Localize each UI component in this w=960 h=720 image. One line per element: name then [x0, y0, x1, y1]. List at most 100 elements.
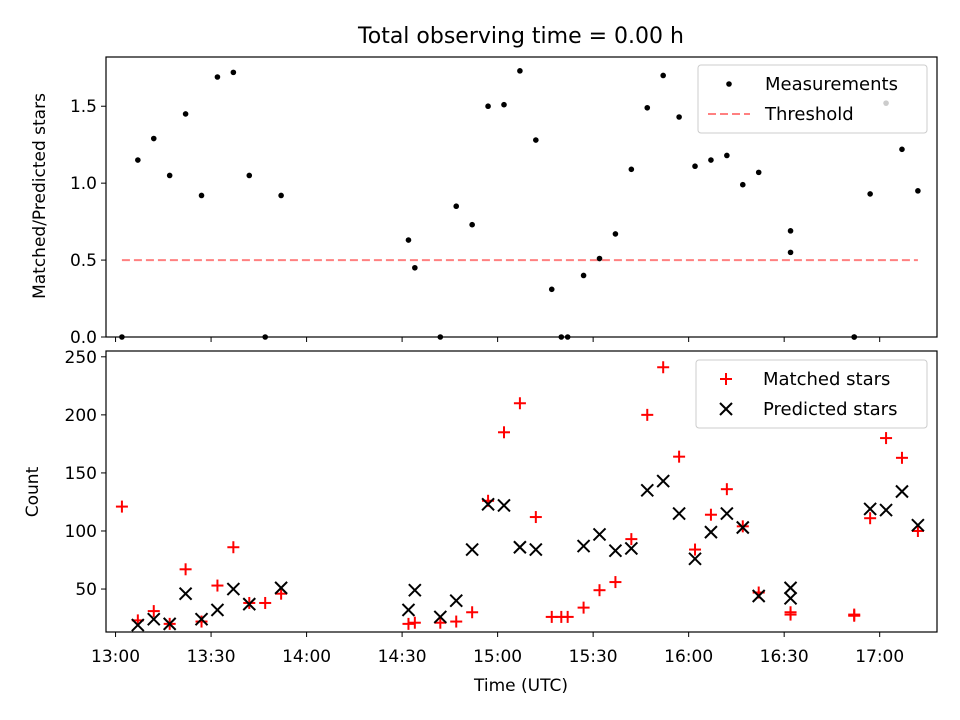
legend-matched-marker — [720, 373, 732, 385]
bottom-y-tick-label: 200 — [65, 406, 97, 426]
matched-star-point — [179, 563, 192, 576]
measurement-point — [517, 68, 523, 74]
measurement-point — [246, 172, 253, 179]
x-tick-label: 13:00 — [91, 647, 140, 667]
measurement-point — [580, 272, 587, 279]
measurement-point — [405, 237, 412, 243]
x-tick-label: 13:30 — [187, 647, 236, 667]
top-legend-box — [697, 64, 928, 134]
predicted-star-point — [911, 518, 925, 532]
top-plot-area — [119, 68, 921, 340]
bottom-y-tick-label: 150 — [65, 464, 97, 484]
measurement-point — [867, 191, 873, 197]
predicted-star-point — [513, 540, 527, 554]
matched-star-point — [895, 451, 908, 464]
predicted-star-point — [656, 474, 670, 488]
matched-star-point — [275, 587, 288, 600]
measurement-point — [899, 146, 905, 153]
matched-star-point — [227, 541, 240, 554]
measurement-point — [485, 103, 491, 110]
measurement-point — [453, 203, 460, 210]
measurement-point — [915, 188, 921, 194]
matched-star-point — [657, 361, 670, 374]
matched-star-point — [704, 508, 717, 521]
measurement-point — [612, 231, 619, 237]
matched-star-point — [259, 596, 272, 609]
x-tick-label: 15:00 — [473, 647, 522, 667]
bottom-xlabel: Time (UTC) — [473, 676, 568, 696]
x-tick-label: 15:30 — [569, 647, 618, 667]
matched-star-point — [577, 601, 590, 614]
legend-measurements-marker — [726, 81, 732, 87]
matched-star-point — [864, 512, 877, 525]
matched-star-point — [609, 576, 622, 589]
matched-star-point — [689, 543, 702, 556]
predicted-star-point — [497, 498, 511, 513]
predicted-star-point — [592, 527, 607, 542]
matched-star-point — [434, 616, 447, 629]
measurement-point — [787, 228, 794, 234]
predicted-star-point — [608, 544, 623, 558]
measurement-point — [724, 152, 730, 159]
top-y-tick-label: 0.5 — [70, 251, 97, 271]
x-tick-label: 16:00 — [664, 647, 713, 667]
matched-star-point — [402, 617, 415, 630]
top-y-tick-label: 1.0 — [70, 174, 97, 194]
predicted-star-point — [529, 542, 543, 557]
x-tick-label: 14:00 — [282, 647, 331, 667]
matched-star-point — [880, 432, 893, 445]
predicted-star-point — [194, 612, 209, 626]
predicted-star-point — [178, 586, 193, 601]
predicted-star-point — [465, 542, 479, 557]
predicted-star-point — [640, 483, 654, 498]
predicted-star-point — [783, 581, 798, 595]
bottom-y-tick-label: 100 — [65, 522, 97, 542]
top-axis-ticks: 0.0 0.5 1.0 1.5 — [70, 97, 881, 348]
matched-star-point — [625, 533, 638, 546]
predicted-star-point — [863, 502, 877, 516]
measurement-point — [708, 157, 714, 163]
top-ylabel: Matched/Predicted stars — [30, 93, 50, 299]
bottom-plot-area — [115, 361, 925, 632]
predicted-star-point — [242, 597, 256, 611]
bottom-y-tick-label: 50 — [75, 580, 97, 600]
bottom-axes-frame — [105, 350, 938, 633]
measurement-point — [182, 111, 189, 117]
measurement-point — [412, 264, 418, 271]
measurement-point — [676, 114, 682, 120]
matched-star-point — [911, 524, 924, 537]
predicted-star-point — [408, 583, 422, 597]
matched-star-point — [561, 610, 574, 623]
top-axes-frame — [105, 56, 938, 338]
matched-star-point — [720, 483, 733, 496]
measurement-point — [150, 135, 157, 142]
predicted-star-point — [576, 539, 591, 553]
predicted-star-point — [704, 525, 718, 539]
predicted-star-point — [433, 610, 448, 624]
measurement-point — [135, 157, 141, 163]
bottom-axis-ticks: 13:00 13:30 14:00 14:30 15:00 15:30 16:00 16:30… — [65, 348, 905, 667]
predicted-star-point — [624, 541, 639, 556]
predicted-star-point — [688, 552, 702, 566]
measurement-point — [596, 255, 603, 262]
matched-star-point — [408, 616, 421, 629]
measurement-point — [469, 221, 475, 228]
x-tick-label: 14:30 — [378, 647, 427, 667]
bottom-legend: Matched stars Predicted stars — [695, 359, 928, 429]
measurement-point — [198, 192, 205, 199]
matched-star-point — [641, 408, 654, 421]
measurement-point — [692, 163, 698, 170]
measurement-point — [787, 249, 794, 256]
measurement-point — [230, 69, 237, 76]
matched-star-point — [513, 397, 526, 410]
measurement-point — [755, 169, 762, 176]
matched-star-point — [211, 579, 224, 592]
matched-star-point — [497, 426, 510, 439]
legend-predicted-marker — [719, 402, 733, 416]
measurement-point — [660, 72, 666, 79]
predicted-star-point — [274, 581, 288, 595]
measurement-point — [644, 104, 651, 111]
predicted-star-point — [131, 618, 145, 632]
matched-star-point — [784, 608, 797, 621]
